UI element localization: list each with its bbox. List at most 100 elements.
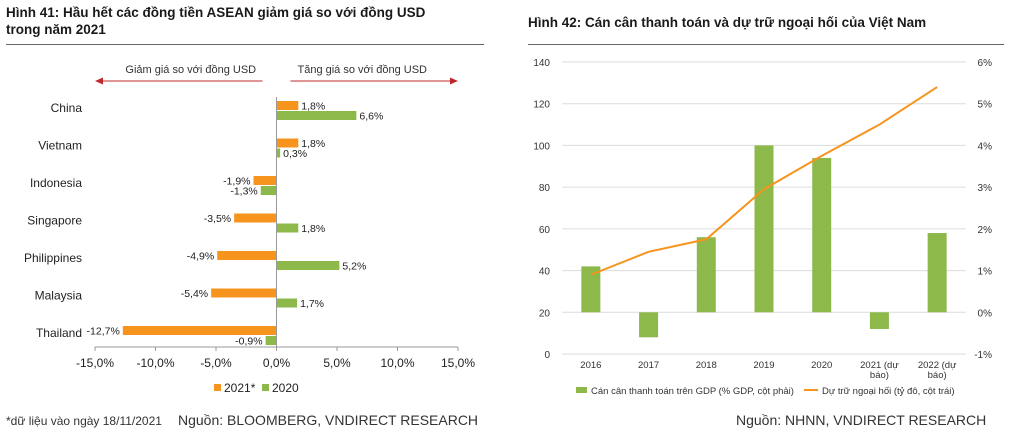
x-axis: -15,0% -10,0% -5,0% 0,0% 5,0% 10,0% 15,0% [76, 97, 475, 370]
left-title-line2: trong năm 2021 [6, 22, 106, 37]
y-left-tick-label: 140 [533, 58, 550, 69]
category-label: Vietnam [38, 139, 82, 153]
category-label: Indonesia [30, 176, 82, 190]
x-tick-label: 10,0% [380, 356, 414, 370]
x-tick-label: 15,0% [441, 356, 475, 370]
left-title-rule [6, 44, 484, 45]
category-label: Thailand [36, 326, 82, 340]
bar-2020-indonesia [260, 186, 277, 195]
legend-label-line: Dự trữ ngoại hối (tỷ đô, cột trái) [822, 386, 955, 397]
x-tick-label: -10,0% [136, 356, 174, 370]
legend-swatch-bars [576, 387, 587, 393]
category-label: Singapore [27, 214, 82, 228]
category-label: 2022 (dự [918, 360, 957, 371]
arrow-right-head [450, 77, 458, 85]
y-right-tick-label: 1% [978, 267, 993, 278]
left-legend: 2021* 2020 [214, 381, 299, 395]
category-label: 2017 [638, 360, 659, 371]
legend-swatch [214, 384, 221, 391]
balance-reserves-chart: 0 20 40 60 80 100 120 140 -1% 0% 1% 2% 3% 4% 5% 6% 2016 2… [533, 58, 992, 397]
bar-group: 1,8%6,6%1,8%0,3%-1,9%-1,3%-3,5%1,8%-4,9%… [87, 101, 384, 348]
x-tick-label: 0,0% [263, 356, 291, 370]
category-label: China [51, 101, 83, 115]
y-left-tick-label: 0 [544, 350, 550, 361]
left-chart-title: Hình 41: Hầu hết các đồng tiền ASEAN giả… [6, 4, 496, 38]
bar-2020-philippines [276, 261, 340, 270]
y-left-tick-label: 100 [533, 141, 550, 152]
data-label: -4,9% [187, 251, 214, 263]
currency-change-chart: Giảm giá so với đồng USD Tăng giá so với … [24, 64, 475, 395]
y-right-tick-label: 0% [978, 308, 993, 319]
category-label: báo) [928, 370, 947, 381]
data-label: 1,8% [301, 223, 325, 235]
balance-bar-2019 [754, 145, 774, 313]
arrow-left-label: Giảm giá so với đồng USD [125, 64, 256, 76]
data-label: 0,3% [283, 148, 307, 160]
data-label: 1,8% [301, 101, 325, 113]
right-chart-title: Hình 42: Cán cân thanh toán và dự trữ ng… [528, 15, 927, 30]
data-label: 6,6% [359, 111, 383, 123]
bar-2020-china [276, 111, 357, 120]
arrow-left-head [95, 77, 103, 85]
category-label: 2018 [696, 360, 717, 371]
x-tick-label: -5,0% [200, 356, 232, 370]
x-tick-label: -15,0% [76, 356, 114, 370]
legend-label-bars: Cán cân thanh toán trên GDP (% GDP, cột … [591, 386, 794, 397]
y-right-tick-label: -1% [974, 350, 992, 361]
category-label: 2021 (dự [860, 360, 899, 371]
bar-2020-malaysia [276, 298, 298, 308]
data-label: -12,7% [87, 326, 120, 338]
bar-2020-vietnam [276, 148, 281, 158]
balance-bar-2021 [869, 312, 889, 329]
data-label: -1,3% [230, 186, 257, 198]
legend-label: 2020 [272, 381, 299, 395]
balance-bar-2022 [927, 233, 947, 313]
data-label: -5,4% [181, 288, 208, 300]
bar-2021-china [276, 101, 299, 110]
balance-bars [581, 145, 947, 338]
legend-swatch [262, 384, 269, 391]
left-source: Nguồn: BLOOMBERG, VNDIRECT RESEARCH [178, 412, 479, 428]
data-label: 5,2% [342, 261, 366, 273]
reserves-line-path [590, 86, 938, 276]
y-right-tick-label: 2% [978, 225, 993, 236]
balance-bar-2016 [581, 266, 601, 313]
category-label: Philippines [24, 251, 82, 265]
balance-bar-2020 [812, 157, 832, 313]
balance-bar-2017 [639, 312, 659, 338]
y-left-tick-label: 20 [539, 308, 551, 319]
bar-2020-thailand [265, 336, 277, 345]
y-right-tick-label: 3% [978, 183, 993, 194]
bar-2020-singapore [276, 223, 299, 233]
y-left-tick-label: 120 [533, 100, 550, 111]
data-label: -3,5% [204, 213, 231, 225]
category-labels: China Vietnam Indonesia Singapore Philippine… [24, 101, 82, 340]
bar-2021-vietnam [276, 138, 299, 148]
data-label: 1,7% [300, 298, 324, 310]
direction-arrows: Giảm giá so với đồng USD Tăng giá so với … [95, 64, 458, 85]
y-right-tick-label: 6% [978, 58, 993, 69]
left-footnote: *dữ liệu vào ngày 18/11/2021 [6, 414, 162, 428]
category-label: Malaysia [35, 289, 83, 303]
data-label: -1,9% [223, 176, 250, 188]
category-label: 2019 [753, 360, 774, 371]
data-label: 1,8% [301, 138, 325, 150]
left-title-line1: Hình 41: Hầu hết các đồng tiền ASEAN giả… [6, 5, 426, 20]
y-left-tick-label: 80 [539, 183, 551, 194]
right-title-rule [528, 44, 1004, 45]
bar-2021-singapore [234, 213, 277, 223]
y-left-tick-label: 60 [539, 225, 551, 236]
x-tick-label: 5,0% [323, 356, 351, 370]
right-legend: Cán cân thanh toán trên GDP (% GDP, cột … [576, 386, 955, 397]
arrow-right-label: Tăng giá so với đồng USD [297, 64, 427, 76]
data-label: -0,9% [235, 336, 262, 348]
y-left-tick-label: 40 [539, 267, 551, 278]
y-right-tick-label: 4% [978, 141, 993, 152]
y-right-tick-label: 5% [978, 100, 993, 111]
bar-2021-indonesia [253, 176, 277, 185]
axes-labels: 0 20 40 60 80 100 120 140 -1% 0% 1% 2% 3% 4% 5% 6% 2016 2… [533, 58, 992, 381]
bar-2021-thailand [122, 326, 277, 335]
reserves-line [590, 86, 938, 276]
right-source: Nguồn: NHNN, VNDIRECT RESEARCH [736, 412, 987, 428]
bar-2021-malaysia [211, 288, 277, 298]
